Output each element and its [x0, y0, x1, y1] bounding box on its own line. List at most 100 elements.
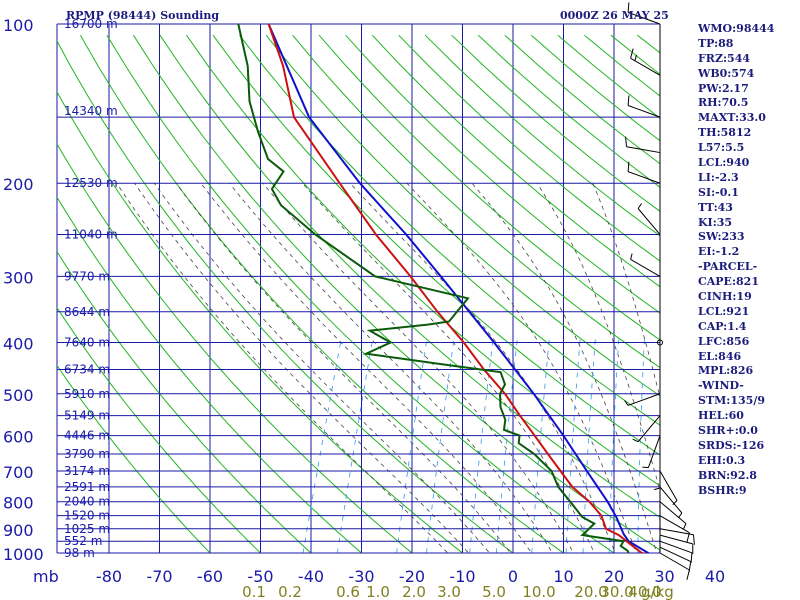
- temperature-label: 0: [508, 567, 518, 586]
- index-item: BRN:92.8: [698, 468, 757, 482]
- index-item: BSHR:9: [698, 483, 747, 497]
- moist-adiabat: [592, 183, 660, 399]
- pressure-label: 400: [3, 334, 34, 353]
- index-item: EHI:0.3: [698, 453, 746, 467]
- mixing-ratio-line: [565, 336, 581, 553]
- temperature-label: 30: [654, 567, 674, 586]
- index-item: PW:2.17: [698, 81, 749, 95]
- pressure-unit-label: mb: [33, 567, 59, 586]
- temperature-label: -70: [146, 567, 172, 586]
- mixing-ratio-line: [426, 336, 455, 553]
- wind-barb: [627, 171, 661, 184]
- wind-barb-flag: [642, 466, 649, 469]
- dry-adiabat: [79, 34, 565, 553]
- index-item: RH:70.5: [698, 96, 749, 110]
- wind-barb-flag: [630, 253, 633, 260]
- height-label: 7640 m: [64, 335, 110, 349]
- moist-adiabat: [229, 182, 553, 553]
- index-item: SRDS:-126: [698, 438, 765, 452]
- mixing-ratio-label: 20.0: [574, 583, 607, 600]
- index-item: CINH:19: [698, 290, 752, 304]
- index-item: -PARCEL-: [698, 260, 758, 274]
- pressure-label: 900: [3, 521, 34, 540]
- wind-barb-flag: [627, 161, 630, 172]
- wind-barb-flag: [627, 95, 630, 106]
- dry-adiabat: [318, 34, 660, 341]
- index-item: TP:88: [698, 36, 734, 50]
- mixing-ratio-line: [336, 336, 374, 553]
- height-label: 3790 m: [64, 447, 110, 461]
- temperature-label: -60: [197, 567, 223, 586]
- wind-barb-flag: [627, 2, 630, 13]
- height-label: 1025 m: [64, 522, 110, 536]
- wind-barb-flag: [632, 438, 639, 443]
- mixing-ratio-line: [302, 336, 343, 553]
- mixing-ratio-line: [671, 337, 674, 565]
- dry-adiabat: [57, 250, 312, 553]
- wind-barb-flag: [677, 512, 683, 519]
- index-item: FRZ:544: [698, 51, 751, 65]
- height-label: 9770 m: [64, 269, 110, 283]
- index-item: TT:43: [698, 200, 733, 214]
- index-item: SI:-0.1: [698, 185, 739, 199]
- wind-barb: [659, 501, 687, 524]
- wind-barb-flag: [693, 534, 695, 545]
- dry-adiabat: [106, 34, 615, 553]
- pressure-label: 500: [3, 386, 34, 405]
- wind-barb-flag: [690, 552, 693, 563]
- dry-adiabat: [371, 34, 660, 288]
- mixing-ratio-label: 30.0: [600, 583, 633, 600]
- index-item: LFC:856: [698, 334, 750, 348]
- index-item: WB0:574: [698, 66, 755, 80]
- height-label: 14340 m: [64, 104, 118, 118]
- wind-barb: [659, 515, 690, 534]
- indices-panel: WMO:98444 TP:88 FRZ:544 WB0:574 PW:2.17 RH:70…: [698, 22, 774, 499]
- wind-barb: [659, 528, 694, 536]
- wind-barb-flag: [624, 400, 629, 406]
- wind-barb-flag: [672, 500, 678, 506]
- index-item: -WIND-: [698, 379, 744, 393]
- wind-barb-flag: [630, 48, 634, 59]
- dry-adiabat: [57, 364, 211, 553]
- dry-adiabat: [159, 34, 660, 519]
- mixing-ratio-lines: [302, 336, 674, 565]
- moist-adiabat: [406, 182, 637, 553]
- mixing-ratio-label: 2.0: [402, 583, 426, 600]
- index-item: LCL:921: [698, 304, 750, 318]
- wind-barb: [637, 415, 661, 443]
- wind-barb-flag: [634, 54, 637, 61]
- wind-barb: [659, 546, 692, 563]
- moist-adiabat: [471, 182, 658, 553]
- dry-adiabat: [132, 34, 660, 551]
- wind-barb: [647, 435, 661, 468]
- dry-adiabats: [57, 34, 660, 553]
- wind-barb: [630, 57, 661, 76]
- temperature-label: -50: [247, 567, 273, 586]
- dry-adiabat: [345, 34, 660, 314]
- height-label: 552 m: [64, 534, 102, 548]
- height-label: 5149 m: [64, 409, 110, 423]
- index-item: HEL:60: [698, 409, 744, 423]
- index-item: EL:846: [698, 349, 742, 363]
- index-item: TH:5812: [698, 126, 752, 140]
- mixing-ratio-unit: g/kg: [641, 583, 674, 600]
- index-item: MPL:826: [698, 364, 754, 378]
- index-item: L57:5.5: [698, 141, 745, 155]
- pressure-label: 100: [3, 16, 34, 35]
- moist-adiabat: [153, 182, 491, 553]
- wind-barb-flag: [688, 561, 692, 572]
- dry-adiabat: [239, 34, 660, 426]
- moist-adiabat: [536, 182, 660, 492]
- wind-barb: [627, 393, 661, 406]
- mixing-ratio-line: [495, 336, 518, 553]
- dewpoint-trace: [237, 24, 630, 553]
- index-item: WMO:98444: [698, 22, 775, 35]
- index-item: EI:-1.2: [698, 245, 740, 259]
- moist-adiabat: [175, 182, 511, 553]
- wind-barb-flag: [686, 569, 690, 580]
- mixing-ratio-label: 0.6: [336, 583, 360, 600]
- wind-calm-mark: [657, 339, 663, 346]
- temperature-label: -40: [298, 567, 324, 586]
- mixing-ratio-line: [396, 336, 428, 553]
- moist-adiabat: [349, 182, 616, 553]
